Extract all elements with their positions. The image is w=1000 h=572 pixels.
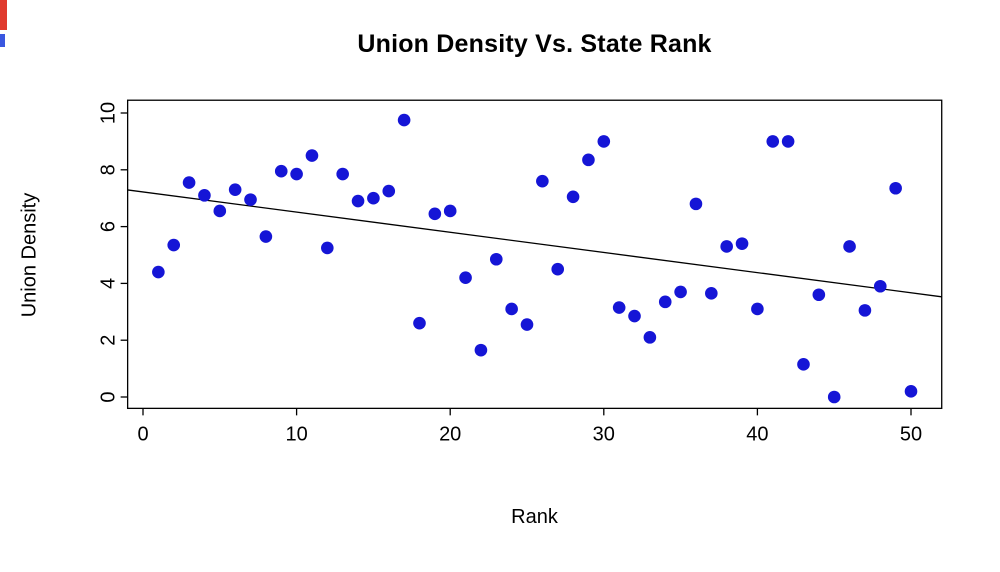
x-tick-label: 40 bbox=[746, 423, 768, 445]
x-tick-label: 20 bbox=[439, 423, 461, 445]
data-point bbox=[152, 265, 165, 279]
x-tick-label: 10 bbox=[285, 423, 307, 445]
data-point bbox=[305, 149, 319, 162]
y-tick-label: 8 bbox=[98, 164, 120, 175]
trend-line bbox=[127, 189, 942, 298]
data-point bbox=[766, 135, 780, 148]
data-point bbox=[167, 238, 181, 252]
data-point bbox=[797, 358, 810, 371]
data-point bbox=[351, 194, 365, 208]
data-point bbox=[413, 316, 426, 330]
x-axis-label: Rank bbox=[511, 506, 558, 528]
data-point bbox=[751, 302, 764, 316]
data-point bbox=[520, 318, 534, 331]
data-point bbox=[843, 240, 856, 253]
data-point bbox=[735, 237, 749, 250]
window-edge-artifact-blue bbox=[0, 34, 5, 47]
y-tick-label: 0 bbox=[98, 391, 120, 402]
y-tick-label: 6 bbox=[98, 221, 120, 232]
data-point bbox=[259, 230, 273, 243]
data-point bbox=[290, 167, 303, 181]
data-point bbox=[474, 343, 488, 357]
data-point bbox=[873, 279, 887, 293]
y-tick-label: 4 bbox=[98, 278, 120, 289]
data-point bbox=[674, 285, 687, 299]
data-point bbox=[459, 271, 472, 285]
data-point bbox=[182, 176, 196, 189]
data-point bbox=[904, 385, 918, 398]
window-edge-artifact-red bbox=[0, 0, 7, 30]
data-point bbox=[628, 309, 641, 323]
data-point bbox=[612, 301, 626, 314]
data-point bbox=[827, 390, 841, 404]
x-tick-label: 50 bbox=[900, 423, 922, 445]
y-tick-label: 2 bbox=[98, 335, 120, 346]
data-point bbox=[720, 240, 733, 253]
data-point bbox=[658, 295, 672, 309]
data-point bbox=[889, 181, 902, 195]
y-tick-label: 10 bbox=[98, 102, 120, 124]
data-point bbox=[643, 331, 657, 344]
data-point bbox=[443, 204, 457, 218]
data-point bbox=[858, 304, 872, 317]
data-point bbox=[489, 252, 503, 266]
plot-box bbox=[126, 99, 943, 410]
data-point bbox=[536, 174, 549, 188]
data-point bbox=[597, 135, 611, 148]
x-tick-label: 0 bbox=[137, 423, 148, 445]
data-point bbox=[705, 287, 718, 300]
data-point bbox=[228, 183, 242, 196]
data-point bbox=[812, 288, 826, 302]
data-point bbox=[382, 184, 396, 198]
data-point bbox=[213, 204, 227, 218]
data-point bbox=[198, 189, 211, 202]
data-point bbox=[781, 135, 795, 148]
data-point bbox=[367, 191, 380, 205]
data-point bbox=[582, 153, 595, 167]
data-point bbox=[274, 164, 288, 178]
data-point bbox=[505, 302, 518, 316]
x-tick-label: 30 bbox=[593, 423, 615, 445]
chart-title: Union Density Vs. State Rank bbox=[357, 30, 712, 58]
data-point bbox=[566, 190, 580, 204]
data-point bbox=[551, 262, 565, 276]
data-point bbox=[397, 113, 411, 127]
data-point bbox=[244, 193, 257, 206]
data-point bbox=[689, 197, 703, 211]
data-point bbox=[336, 167, 349, 181]
data-point bbox=[428, 207, 442, 221]
data-point bbox=[321, 241, 334, 255]
